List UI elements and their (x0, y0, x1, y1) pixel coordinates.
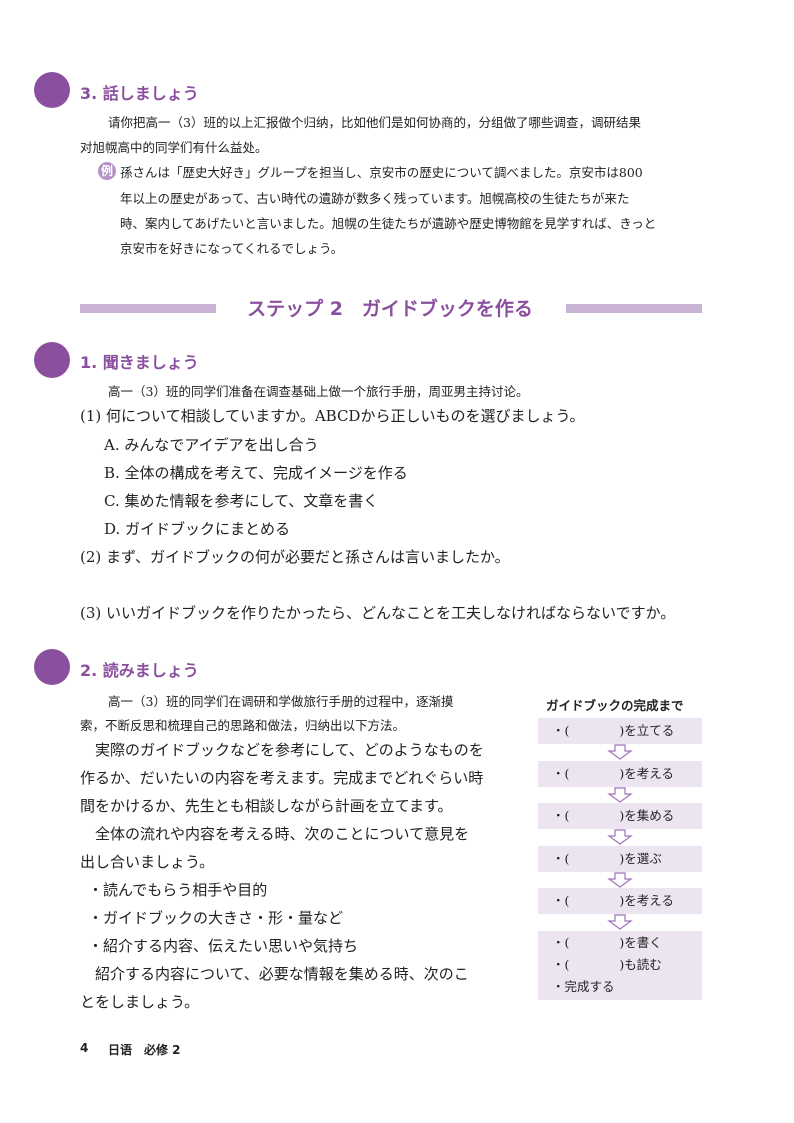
section-3-intro-1: 请你把高一（3）班的以上汇报做个归纳，比如他们是如何协商的，分组做了哪些调查，调… (108, 115, 641, 130)
page-number: 4 (80, 1041, 89, 1055)
question-2: (2) まず、ガイドブックの何が必要だと孫さんは言いましたか。 (80, 548, 510, 566)
section-2-intro: 索，不断反思和梳理自己的思路和做法，归纳出以下方法。 (80, 718, 406, 733)
down-arrow-icon (607, 744, 633, 760)
question-3: (3) いいガイドブックを作りたかったら、どんなことを工夫しなければならないです… (80, 604, 676, 622)
book-title: 日语 必修 2 (108, 1043, 181, 1057)
step-bar-right (566, 304, 702, 313)
flow-step: ・( )を考える (538, 761, 702, 787)
flow-step: ・( )を立てる (538, 718, 702, 744)
body-line: ・読んでもらう相手や目的 (88, 881, 268, 899)
body-line: ・紹介する内容、伝えたい思いや気持ち (88, 937, 359, 955)
body-line: 実際のガイドブックなどを参考にして、どのようなものを (80, 741, 484, 759)
flow-title: ガイドブックの完成まで (546, 698, 684, 713)
body-line: とをしましょう。 (80, 993, 200, 1011)
section-2-title: 2. 読みましょう (80, 661, 199, 680)
example-line: 年以上の歴史があって、古い時代の遺跡が数多く残っています。旭幌高校の生徒たちが来… (120, 191, 630, 206)
option-b: B. 全体の構成を考えて、完成イメージを作る (104, 464, 408, 482)
flow-step-final: ・( )を書く ・( )も読む ・完成する (538, 931, 702, 1000)
down-arrow-icon (607, 829, 633, 845)
option-a: A. みんなでアイデアを出し合う (104, 436, 319, 454)
option-c: C. 集めた情報を参考にして、文章を書く (104, 492, 379, 510)
flow-step: ・( )を集める (538, 803, 702, 829)
body-line: 間をかけるか、先生とも相談しながら計画を立てます。 (80, 797, 453, 815)
body-line: ・ガイドブックの大きさ・形・量など (88, 909, 344, 927)
example-line: 京安市を好きになってくれるでしょう。 (120, 241, 344, 256)
section-2-intro: 高一（3）班的同学们在调研和学做旅行手册的过程中，逐渐摸 (108, 694, 454, 709)
body-line: 全体の流れや内容を考える時、次のことについて意見を (80, 825, 470, 843)
body-line: 出し合いましょう。 (80, 853, 215, 871)
example-line: 孫さんは「歴史大好き」グループを担当し、京安市の歴史について調べました。京安市は… (120, 165, 643, 180)
down-arrow-icon (607, 914, 633, 930)
flow-step: ・( )を考える (538, 888, 702, 914)
example-badge: 例 (98, 162, 116, 180)
body-line: 作るか、だいたいの内容を考えます。完成までどれぐらい時 (80, 769, 484, 787)
flow-step: ・( )を選ぶ (538, 846, 702, 872)
down-arrow-icon (607, 872, 633, 888)
example-line: 時、案内してあげたいと言いました。旭幌の生徒たちが遺跡や歴史博物館を見学すれば、… (120, 216, 657, 231)
speak-icon (34, 72, 70, 108)
section-1-intro: 高一（3）班的同学们准备在调查基础上做一个旅行手册，周亚男主持讨论。 (108, 384, 529, 399)
question-1: (1) 何について相談していますか。ABCDから正しいものを選びましょう。 (80, 407, 585, 425)
option-d: D. ガイドブックにまとめる (104, 520, 291, 538)
section-3-title: 3. 話しましょう (80, 84, 199, 103)
section-1-title: 1. 聞きましょう (80, 353, 199, 372)
listen-icon (34, 342, 70, 378)
body-line: 紹介する内容について、必要な情報を集める時、次のこ (80, 965, 469, 983)
step-bar-left (80, 304, 216, 313)
down-arrow-icon (607, 787, 633, 803)
section-3-intro-2: 对旭幌高中的同学们有什么益处。 (80, 140, 268, 155)
step-title: ステップ 2 ガイドブックを作る (247, 298, 533, 320)
read-icon (34, 649, 70, 685)
